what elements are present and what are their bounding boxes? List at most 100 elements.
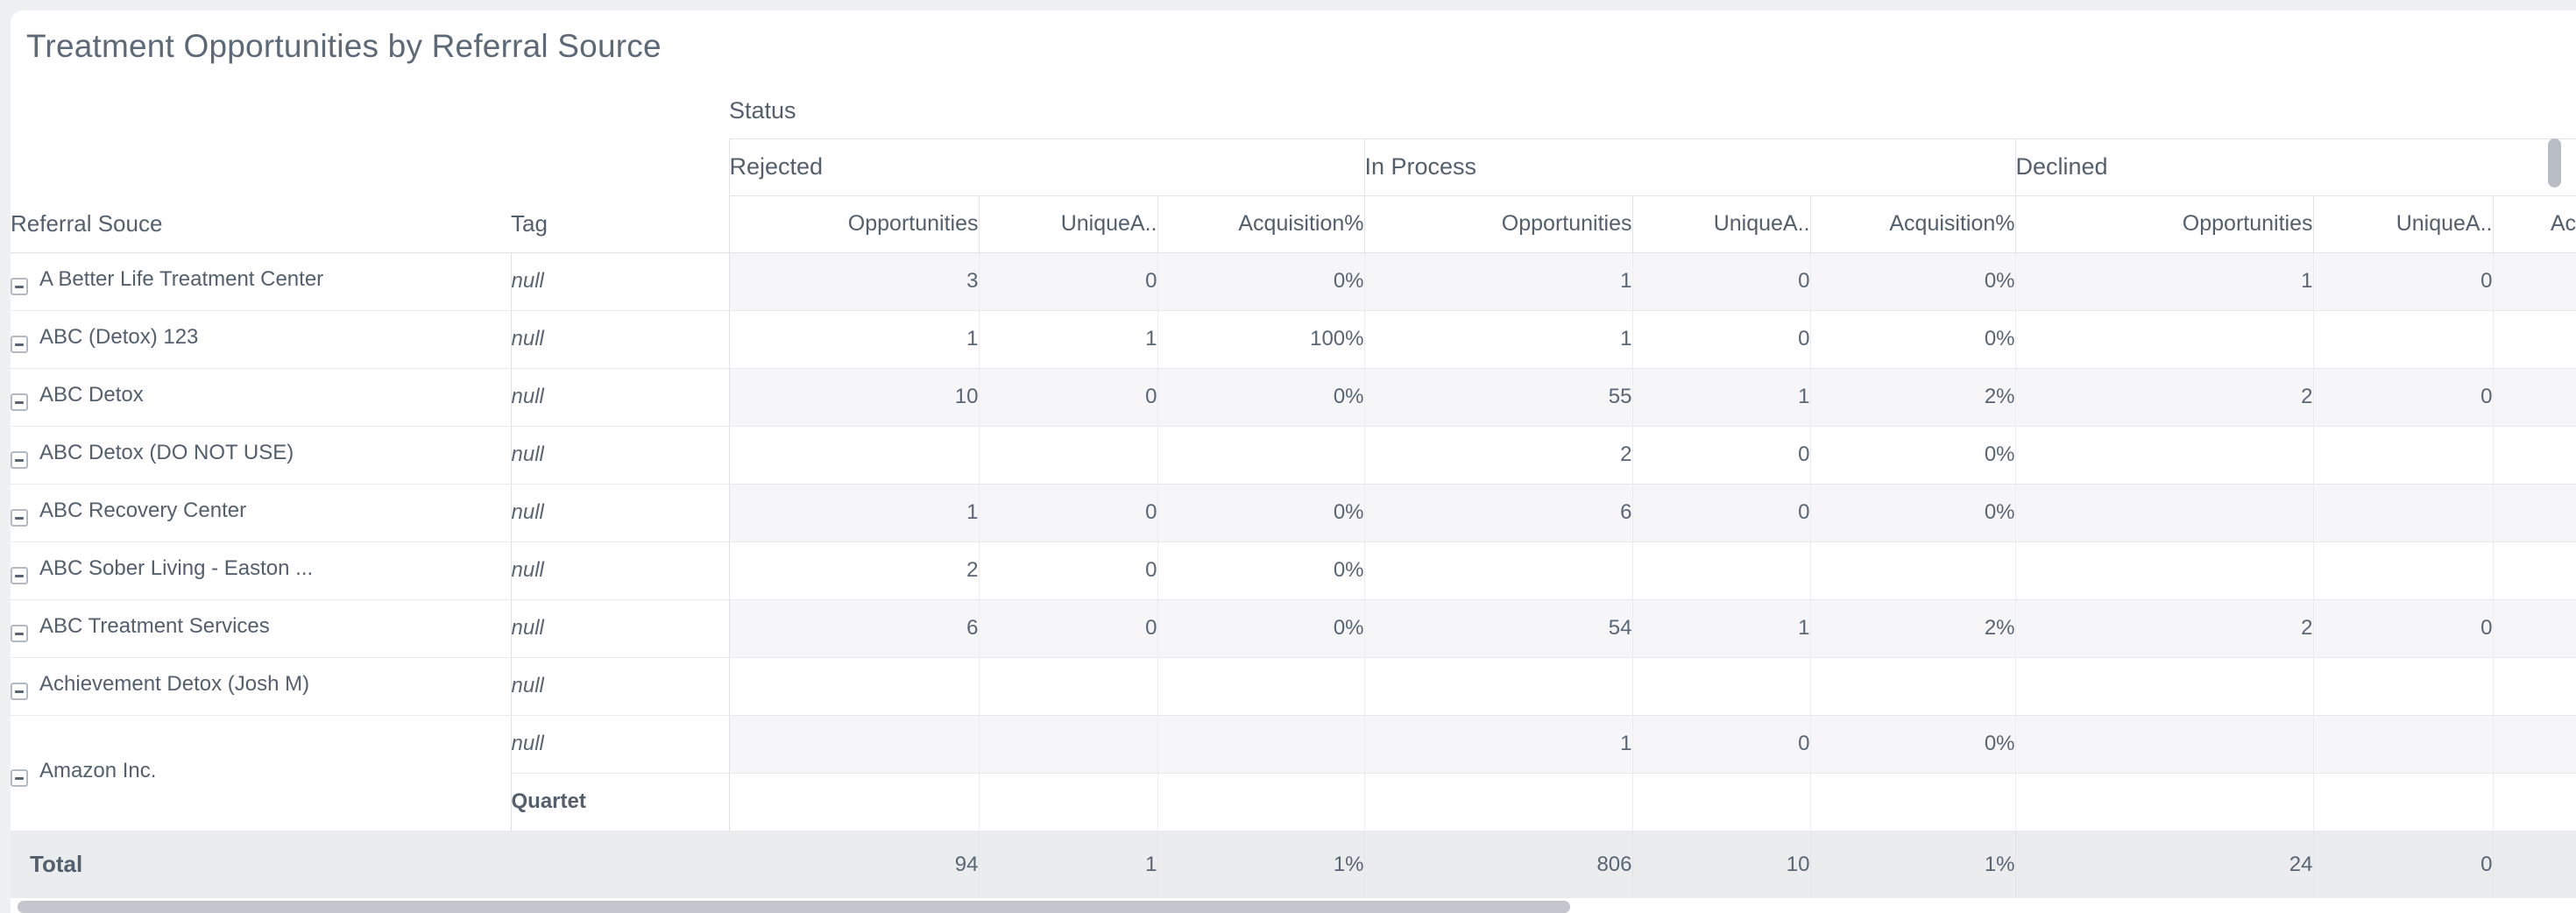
data-cell[interactable]: 100% [1157,310,1365,369]
data-cell[interactable]: 54 [1364,599,1633,658]
data-cell[interactable] [979,773,1158,832]
data-cell[interactable] [2313,657,2494,716]
group-header-in-process[interactable]: In Process [1363,138,2015,195]
data-cell[interactable] [1632,773,1811,832]
collapse-icon[interactable] [11,509,28,527]
row-label-cell[interactable]: ABC Detox (DO NOT USE) [11,426,512,485]
vertical-scrollbar-thumb[interactable] [2548,138,2561,188]
tag-cell[interactable]: null [511,484,730,542]
data-cell[interactable] [1810,541,2016,600]
total-cell[interactable]: 806 [1364,831,1633,898]
data-cell[interactable] [2493,310,2576,369]
data-cell[interactable] [2493,657,2576,716]
data-cell[interactable] [979,715,1158,774]
collapse-icon[interactable] [11,278,28,296]
data-cell[interactable]: 1 [1632,599,1811,658]
data-cell[interactable]: 1 [2015,252,2314,311]
data-cell[interactable]: 0 [979,484,1158,542]
data-cell[interactable] [2493,541,2576,600]
data-cell[interactable] [729,426,980,485]
data-cell[interactable] [1810,657,2016,716]
data-cell[interactable] [2493,773,2576,832]
total-cell[interactable]: 24 [2015,831,2314,898]
data-cell[interactable]: 0 [979,599,1158,658]
data-cell[interactable]: 0 [979,368,1158,427]
row-label-cell[interactable]: Achievement Detox (Josh M) [11,657,512,716]
data-cell[interactable] [2015,426,2314,485]
data-cell[interactable]: 0 [979,252,1158,311]
row-label-cell[interactable]: Amazon Inc. [11,715,512,832]
data-cell[interactable]: 0 [1632,484,1811,542]
column-header-declined-uniquea[interactable]: UniqueA.. [2312,195,2493,253]
data-cell[interactable]: 2 [729,541,980,600]
column-header-rejected-opportunities[interactable]: Opportunities [728,195,979,253]
data-cell[interactable] [2015,484,2314,542]
data-cell[interactable]: 1 [979,310,1158,369]
data-cell[interactable] [1157,715,1365,774]
data-cell[interactable] [2313,426,2494,485]
data-cell[interactable]: 10 [729,368,980,427]
data-cell[interactable]: 0% [1810,484,2016,542]
data-cell[interactable]: 1 [729,484,980,542]
tag-cell[interactable]: null [511,252,730,311]
data-cell[interactable] [1364,773,1633,832]
data-cell[interactable] [1632,657,1811,716]
tag-cell[interactable]: null [511,657,730,716]
column-header-inprocess-acquisition[interactable]: Acquisition% [1809,195,2015,253]
data-cell[interactable]: 2% [1810,599,2016,658]
collapse-icon[interactable] [11,567,28,585]
data-cell[interactable]: 0 [979,541,1158,600]
data-cell[interactable]: 0 [1632,715,1811,774]
total-cell[interactable]: 94 [729,831,980,898]
row-label-cell[interactable]: ABC Recovery Center [11,484,512,542]
data-cell[interactable]: 1 [729,310,980,369]
total-cell[interactable]: 1% [1157,831,1365,898]
data-cell[interactable] [2015,773,2314,832]
data-cell[interactable]: 6 [729,599,980,658]
data-cell[interactable] [2313,773,2494,832]
data-cell[interactable]: 0 [1632,252,1811,311]
data-cell[interactable] [1157,426,1365,485]
row-label-cell[interactable]: A Better Life Treatment Center [11,252,512,311]
data-cell[interactable] [1810,773,2016,832]
column-header-tag[interactable]: Tag [511,195,729,253]
data-cell[interactable]: 0% [1810,252,2016,311]
horizontal-scrollbar-thumb[interactable] [18,901,1570,913]
row-label-cell[interactable]: ABC Detox [11,368,512,427]
data-cell[interactable] [2015,541,2314,600]
total-cell[interactable]: 1 [979,831,1158,898]
data-cell[interactable]: 0 [2313,252,2494,311]
data-cell[interactable] [2493,715,2576,774]
data-cell[interactable]: 1 [1364,715,1633,774]
tag-cell[interactable]: null [511,368,730,427]
data-cell[interactable]: 0% [1157,368,1365,427]
data-cell[interactable]: 2 [2015,368,2314,427]
data-cell[interactable] [1364,657,1633,716]
column-header-inprocess-uniquea[interactable]: UniqueA.. [1631,195,1810,253]
data-cell[interactable] [2015,310,2314,369]
row-label-cell[interactable]: ABC Treatment Services [11,599,512,658]
data-cell[interactable]: 0% [1157,599,1365,658]
data-cell[interactable] [1157,773,1365,832]
data-cell[interactable]: 1 [1364,310,1633,369]
data-cell[interactable]: 0 [2313,599,2494,658]
data-cell[interactable]: 2 [2015,599,2314,658]
data-cell[interactable] [979,426,1158,485]
collapse-icon[interactable] [11,451,28,470]
tag-cell[interactable]: null [511,426,730,485]
group-header-rejected[interactable]: Rejected [728,138,1364,195]
data-cell[interactable]: 1 [1632,368,1811,427]
data-cell[interactable]: 0 [2313,368,2494,427]
data-cell[interactable]: 6 [1364,484,1633,542]
data-cell[interactable] [2493,252,2576,311]
data-cell[interactable] [1632,541,1811,600]
column-header-referral-source[interactable]: Referral Souce [11,195,511,253]
data-cell[interactable] [2015,715,2314,774]
data-cell[interactable]: 0% [1157,484,1365,542]
data-cell[interactable]: 0% [1157,252,1365,311]
data-cell[interactable] [1364,541,1633,600]
data-cell[interactable] [2015,657,2314,716]
group-header-declined[interactable]: Declined [2014,138,2576,195]
row-label-cell[interactable]: ABC (Detox) 123 [11,310,512,369]
total-cell[interactable]: 1% [1810,831,2016,898]
